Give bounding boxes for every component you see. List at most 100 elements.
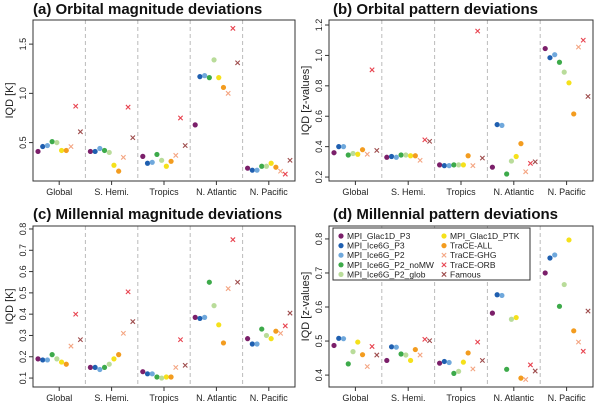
- x-tick-label: N. Atlantic: [196, 187, 237, 197]
- cross-stroke: [575, 339, 582, 345]
- data-point: [235, 60, 241, 66]
- data-point: [575, 44, 582, 50]
- legend-marker: [441, 233, 447, 239]
- panel-b: (b) Orbital pattern deviations 0.2 0.4 0.6 0…: [300, 1, 594, 197]
- x-tick-label: N. Pacific: [250, 393, 289, 403]
- legend-label: TraCE-ALL: [450, 241, 492, 251]
- data-point: [111, 356, 117, 362]
- cross-stroke: [364, 363, 370, 370]
- data-point: [571, 328, 577, 334]
- cross-stroke: [225, 286, 231, 292]
- x-tick-label: N. Atlantic: [494, 393, 535, 403]
- cross-stroke: [527, 160, 534, 166]
- data-point: [388, 153, 395, 160]
- data-point: [552, 252, 558, 258]
- data-point: [77, 337, 83, 343]
- data-point: [374, 352, 380, 358]
- data-point: [220, 84, 227, 91]
- data-point: [456, 162, 462, 168]
- data-point: [273, 164, 279, 170]
- data-point: [417, 352, 423, 358]
- legend-marker: [338, 262, 344, 268]
- cross-stroke: [527, 362, 534, 368]
- cross-stroke: [173, 364, 179, 370]
- cross-stroke: [374, 147, 380, 154]
- data-point: [523, 169, 529, 175]
- cross-stroke: [422, 336, 428, 342]
- data-point: [287, 310, 293, 316]
- data-point: [116, 352, 122, 358]
- x-tick-label: Global: [46, 187, 72, 197]
- data-point: [40, 357, 46, 363]
- data-point: [566, 237, 572, 243]
- data-point: [556, 59, 563, 65]
- data-point: [259, 163, 265, 169]
- data-point: [259, 326, 265, 332]
- data-point: [508, 316, 515, 322]
- data-point: [547, 255, 553, 261]
- data-point: [140, 369, 146, 375]
- cross-stroke: [417, 157, 423, 163]
- data-point: [475, 28, 481, 34]
- data-point: [197, 74, 203, 80]
- cross-stroke: [585, 308, 591, 314]
- y-tick-label: 0.6: [314, 301, 324, 314]
- x-tick-label: S. Hemi.: [391, 187, 426, 197]
- data-point: [68, 143, 74, 150]
- data-point: [54, 356, 60, 362]
- data-point: [412, 153, 418, 159]
- data-point: [479, 155, 485, 161]
- y-tick-label: 0.1: [18, 372, 28, 385]
- data-point: [63, 147, 69, 154]
- cross-stroke: [585, 93, 591, 100]
- legend-label: TraCE-ORB: [450, 260, 496, 270]
- data-point: [54, 139, 60, 146]
- y-tick-label: 0.6: [18, 265, 28, 278]
- x-tick-label: Global: [342, 187, 368, 197]
- data-point: [168, 374, 174, 380]
- data-point: [585, 93, 591, 100]
- data-point: [499, 292, 505, 299]
- cross-stroke: [182, 142, 188, 149]
- data-point: [268, 160, 274, 166]
- data-point: [268, 336, 274, 342]
- data-point: [340, 336, 347, 342]
- x-tick-label: N. Pacific: [548, 393, 587, 403]
- data-point: [403, 352, 409, 358]
- x-tick-label: Tropics: [446, 187, 476, 197]
- x-tick-label: Global: [342, 393, 368, 403]
- cross-stroke: [230, 237, 236, 243]
- data-point: [120, 154, 126, 160]
- data-point: [359, 352, 366, 358]
- cross-stroke: [125, 104, 131, 110]
- data-point: [163, 374, 169, 380]
- data-point: [427, 338, 433, 344]
- cross-stroke: [475, 339, 481, 345]
- data-point: [282, 171, 288, 177]
- data-point: [446, 359, 452, 366]
- cross-stroke: [427, 138, 433, 144]
- cross-stroke: [479, 155, 485, 161]
- data-point: [571, 111, 577, 117]
- data-point: [369, 343, 375, 350]
- legend-label: MPI_Glac1D_PTK: [450, 231, 520, 241]
- data-point: [532, 368, 538, 374]
- data-point: [504, 366, 510, 372]
- data-point: [73, 103, 79, 109]
- data-point: [144, 371, 151, 377]
- data-point: [277, 330, 284, 336]
- cross-stroke: [173, 152, 179, 158]
- data-point: [427, 138, 433, 144]
- data-point: [159, 375, 165, 381]
- cross-stroke: [182, 362, 188, 368]
- x-tick-label: Global: [46, 393, 72, 403]
- legend-label: Famous: [450, 269, 481, 279]
- data-point: [230, 25, 236, 31]
- data-point: [465, 153, 471, 159]
- data-point: [364, 151, 370, 157]
- data-point: [254, 167, 260, 173]
- data-point: [422, 137, 428, 143]
- cross-stroke: [369, 67, 375, 73]
- data-point: [211, 303, 217, 309]
